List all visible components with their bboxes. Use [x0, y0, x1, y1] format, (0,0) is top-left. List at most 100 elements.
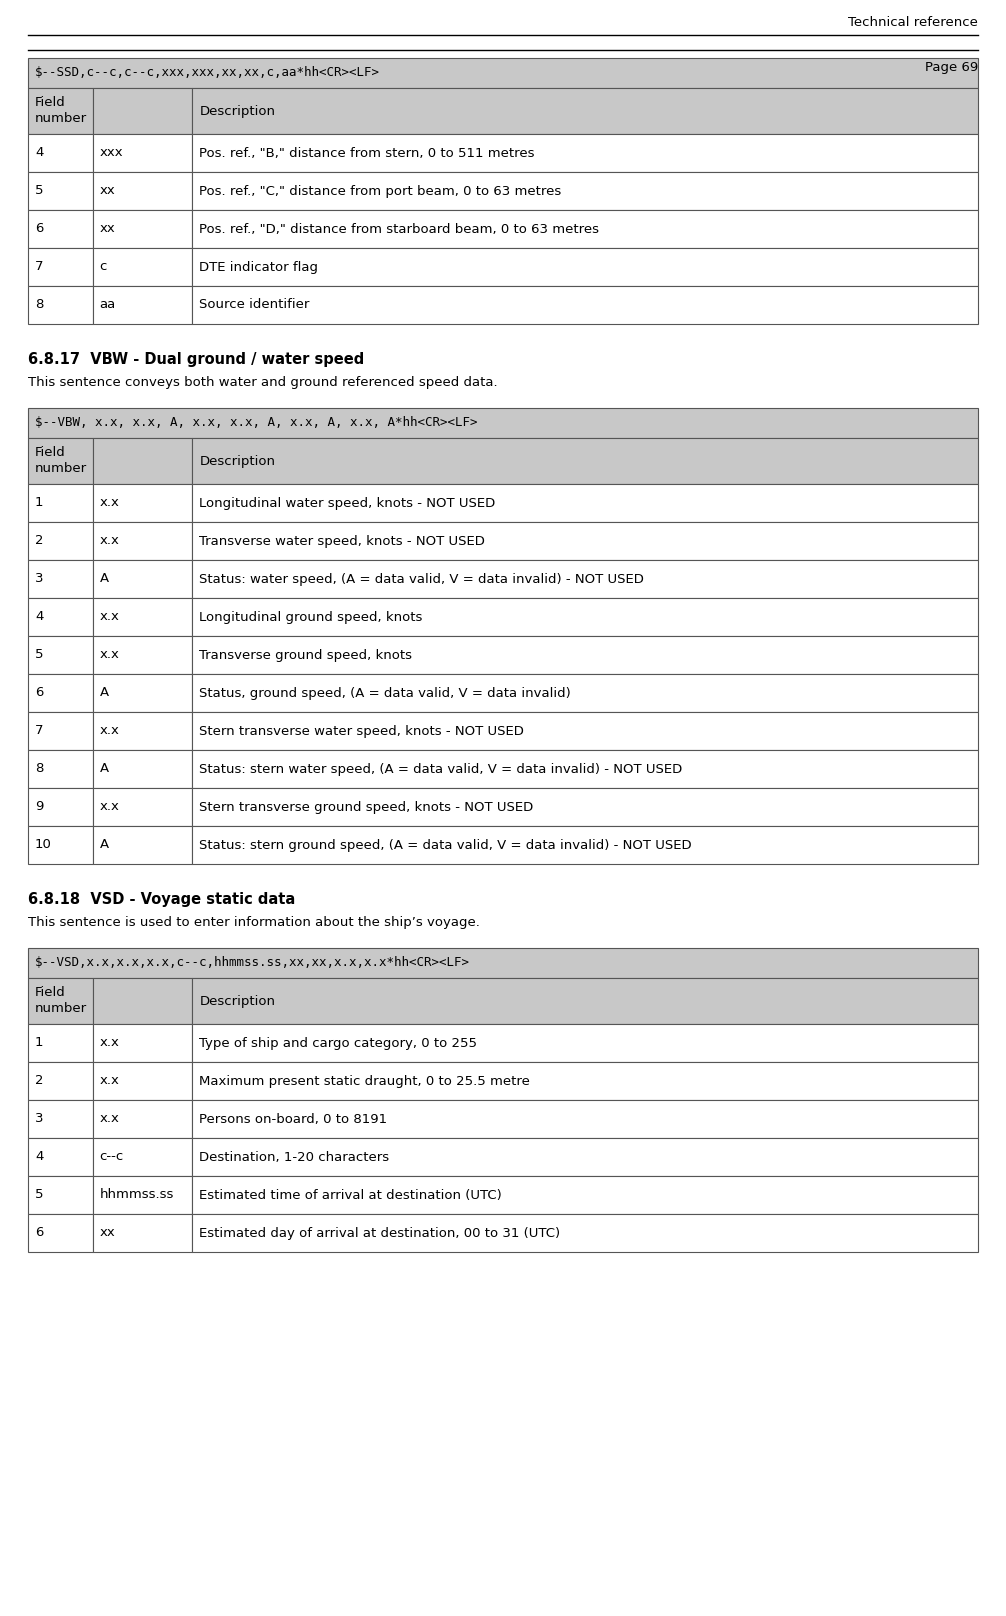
Bar [28, 674, 93, 713]
Text: 10: 10 [35, 839, 52, 852]
Bar [192, 438, 978, 485]
Text: A: A [100, 839, 109, 852]
Text: $--VBW, x.x, x.x, A, x.x, x.x, A, x.x, A, x.x, A*hh<CR><LF>: $--VBW, x.x, x.x, A, x.x, x.x, A, x.x, A… [35, 417, 478, 430]
Text: Field
number: Field number [35, 97, 88, 126]
Bar [28, 1176, 93, 1214]
Text: 2: 2 [35, 535, 43, 548]
Bar [192, 1176, 978, 1214]
Bar [28, 171, 93, 210]
Text: x.x: x.x [100, 1075, 120, 1088]
Text: Longitudinal ground speed, knots: Longitudinal ground speed, knots [199, 611, 423, 624]
Text: 5: 5 [35, 648, 43, 661]
Text: A: A [100, 763, 109, 776]
Text: Transverse water speed, knots - NOT USED: Transverse water speed, knots - NOT USED [199, 535, 485, 548]
Bar [192, 1138, 978, 1176]
Text: 6: 6 [35, 1227, 43, 1239]
Bar [93, 438, 192, 485]
Text: Technical reference: Technical reference [848, 16, 978, 29]
Bar [93, 134, 192, 171]
Bar [93, 637, 192, 674]
Text: Pos. ref., "D," distance from starboard beam, 0 to 63 metres: Pos. ref., "D," distance from starboard … [199, 223, 600, 236]
Bar [93, 1176, 192, 1214]
Text: xx: xx [100, 1227, 116, 1239]
Text: x.x: x.x [100, 1112, 120, 1125]
Text: Stern transverse water speed, knots - NOT USED: Stern transverse water speed, knots - NO… [199, 724, 524, 737]
Bar [192, 1100, 978, 1138]
Bar [93, 87, 192, 134]
Text: $--SSD,c--c,c--c,xxx,xxx,xx,xx,c,aa*hh<CR><LF>: $--SSD,c--c,c--c,xxx,xxx,xx,xx,c,aa*hh<C… [35, 66, 380, 79]
Text: xx: xx [100, 223, 116, 236]
Bar [192, 978, 978, 1025]
Text: This sentence is used to enter information about the ship’s voyage.: This sentence is used to enter informati… [28, 916, 480, 929]
Text: Description: Description [199, 105, 276, 118]
Text: c: c [100, 260, 107, 273]
Text: Pos. ref., "B," distance from stern, 0 to 511 metres: Pos. ref., "B," distance from stern, 0 t… [199, 147, 535, 160]
Text: 3: 3 [35, 1112, 43, 1125]
Text: aa: aa [100, 299, 116, 312]
Bar [192, 1025, 978, 1062]
Text: x.x: x.x [100, 1036, 120, 1049]
Bar [93, 485, 192, 522]
Bar [93, 1100, 192, 1138]
Text: 6: 6 [35, 687, 43, 700]
Text: This sentence conveys both water and ground referenced speed data.: This sentence conveys both water and gro… [28, 377, 498, 389]
Bar [192, 522, 978, 561]
Text: x.x: x.x [100, 496, 120, 509]
Bar [28, 713, 93, 750]
Text: Maximum present static draught, 0 to 25.5 metre: Maximum present static draught, 0 to 25.… [199, 1075, 530, 1088]
Bar [93, 713, 192, 750]
Bar [192, 713, 978, 750]
Bar [28, 949, 978, 978]
Text: A: A [100, 572, 109, 585]
Bar [28, 286, 93, 323]
Text: Source identifier: Source identifier [199, 299, 310, 312]
Bar [93, 286, 192, 323]
Bar [192, 637, 978, 674]
Bar [93, 1025, 192, 1062]
Text: A: A [100, 687, 109, 700]
Text: 6.8.17  VBW - Dual ground / water speed: 6.8.17 VBW - Dual ground / water speed [28, 352, 364, 367]
Text: Transverse ground speed, knots: Transverse ground speed, knots [199, 648, 412, 661]
Bar [93, 210, 192, 247]
Text: Status: water speed, (A = data valid, V = data invalid) - NOT USED: Status: water speed, (A = data valid, V … [199, 572, 644, 585]
Bar [192, 750, 978, 789]
Text: 7: 7 [35, 260, 43, 273]
Bar [28, 247, 93, 286]
Text: x.x: x.x [100, 535, 120, 548]
Text: 8: 8 [35, 763, 43, 776]
Text: Pos. ref., "C," distance from port beam, 0 to 63 metres: Pos. ref., "C," distance from port beam,… [199, 184, 561, 197]
Text: Description: Description [199, 454, 276, 467]
Text: Page 69: Page 69 [925, 61, 978, 74]
Bar [192, 826, 978, 865]
Bar [192, 485, 978, 522]
Bar [93, 826, 192, 865]
Bar [93, 522, 192, 561]
Text: 4: 4 [35, 147, 43, 160]
Text: x.x: x.x [100, 800, 120, 813]
Bar [28, 1100, 93, 1138]
Text: xx: xx [100, 184, 116, 197]
Text: 8: 8 [35, 299, 43, 312]
Text: DTE indicator flag: DTE indicator flag [199, 260, 318, 273]
Bar [28, 134, 93, 171]
Bar [93, 789, 192, 826]
Text: $--VSD,x.x,x.x,x.x,c--c,hhmmss.ss,xx,xx,x.x,x.x*hh<CR><LF>: $--VSD,x.x,x.x,x.x,c--c,hhmmss.ss,xx,xx,… [35, 957, 470, 970]
Bar [192, 789, 978, 826]
Bar [192, 247, 978, 286]
Bar [28, 485, 93, 522]
Text: Status, ground speed, (A = data valid, V = data invalid): Status, ground speed, (A = data valid, V… [199, 687, 571, 700]
Bar [28, 978, 93, 1025]
Text: xxx: xxx [100, 147, 123, 160]
Bar [192, 1214, 978, 1252]
Bar [93, 1138, 192, 1176]
Bar [93, 1214, 192, 1252]
Bar [93, 674, 192, 713]
Text: Field
number: Field number [35, 446, 88, 475]
Bar [28, 1214, 93, 1252]
Text: 4: 4 [35, 611, 43, 624]
Bar [93, 561, 192, 598]
Bar [28, 750, 93, 789]
Text: 1: 1 [35, 496, 43, 509]
Bar [93, 598, 192, 637]
Text: Description: Description [199, 994, 276, 1007]
